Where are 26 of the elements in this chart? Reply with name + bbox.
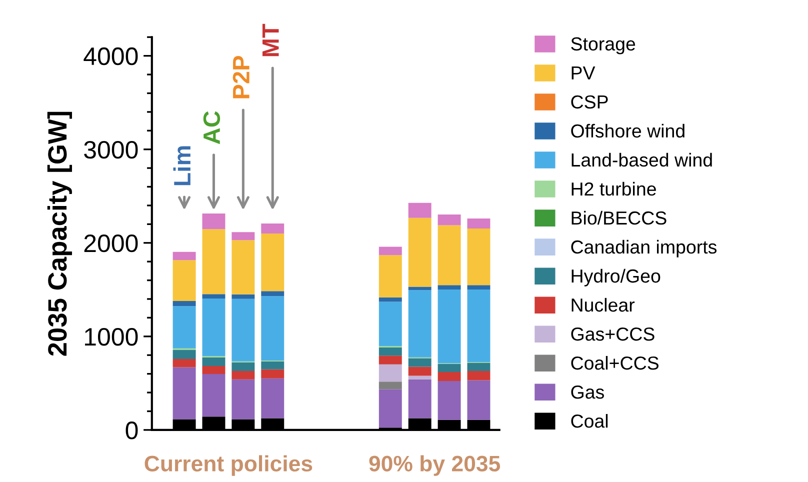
legend-label: H2 turbine — [572, 182, 656, 196]
legend-label: Gas+CCS — [571, 327, 654, 341]
text: 90% by 2035 — [369, 455, 500, 476]
legend-label: Hydro/Geo — [572, 268, 660, 286]
legend-label: Coal — [571, 414, 608, 428]
legend-label: PV — [572, 66, 596, 80]
y-tick-label: 1000 — [85, 328, 138, 346]
y-tick-label: 0 — [126, 422, 138, 440]
annotation: P2P — [232, 56, 250, 98]
y-tick-label: 4000 — [84, 47, 138, 66]
legend-label: CSP — [571, 95, 608, 109]
legend-label: Coal+CCS — [571, 356, 659, 370]
annotation: MT — [262, 24, 279, 56]
annotation: Lim — [173, 146, 190, 186]
legend-label: Gas — [571, 385, 604, 399]
legend-label: Bio/BECCS — [572, 210, 666, 225]
annotation: AC — [203, 111, 220, 144]
legend-label: Offshore wind — [571, 124, 684, 138]
y-tick-label: 2000 — [84, 234, 138, 252]
legend-label: Land-based wind — [572, 152, 712, 167]
y-tick-label: 3000 — [84, 140, 138, 159]
y-axis-title: 2035 Capacity [GW] — [47, 112, 72, 356]
legend-label: Storage — [571, 37, 636, 54]
legend-label: Nuclear — [572, 298, 635, 312]
legend-label: Canadian imports — [571, 240, 717, 258]
text: Current policies — [144, 455, 312, 476]
